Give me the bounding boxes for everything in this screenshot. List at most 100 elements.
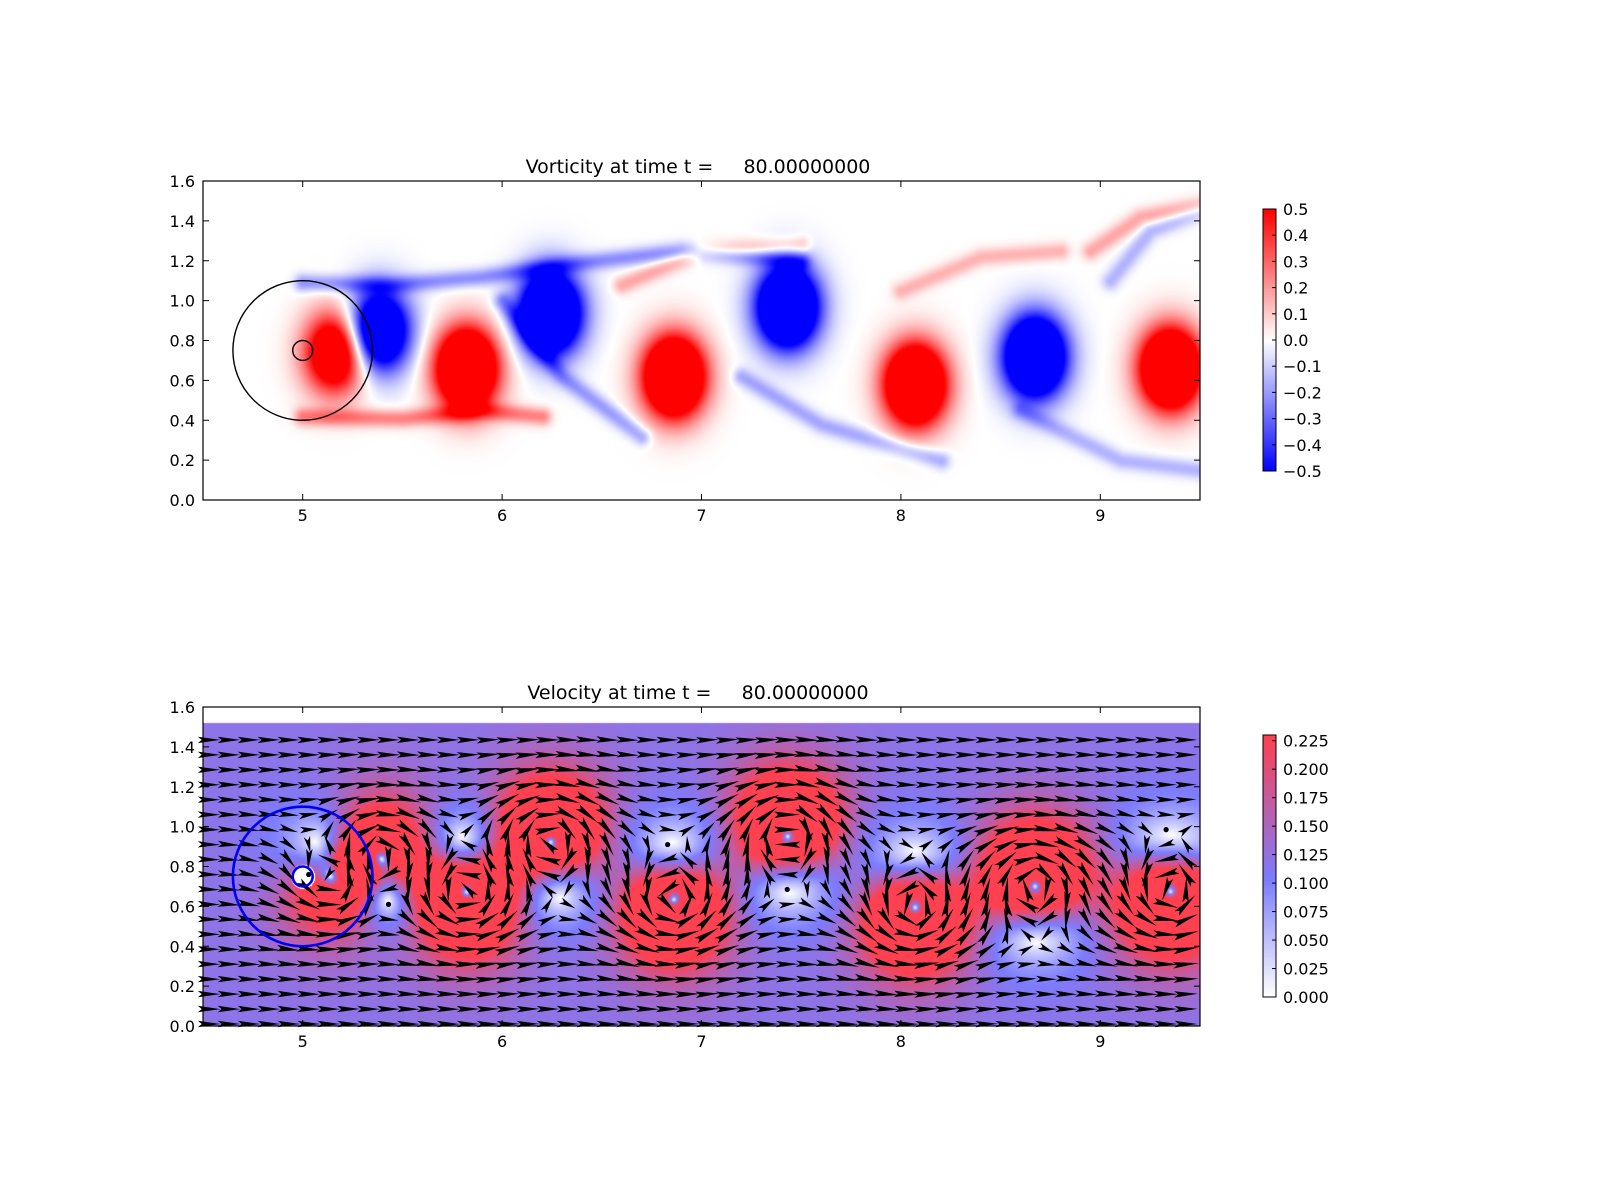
velocity-quiver-arrow [875, 751, 899, 758]
vorticity-colorbar-label: −0.3 [1283, 410, 1322, 429]
velocity-quiver-arrow [1177, 851, 1198, 871]
velocity-quiver-arrow [535, 870, 562, 882]
velocity-quiver-arrow [495, 767, 521, 776]
velocity-quiver-arrow [514, 768, 541, 775]
velocity-quiver-arrow [440, 847, 459, 871]
velocity-quiver-arrow [954, 992, 979, 999]
velocity-quiver-arrow [516, 976, 540, 984]
velocity-quiver-arrow [954, 812, 978, 820]
velocity-quiver-arrow [761, 864, 776, 886]
velocity-quiver-arrow [839, 862, 852, 885]
velocity-quiver-arrow [1036, 910, 1059, 926]
velocity-quiver-arrow [556, 990, 580, 998]
velocity-quiver-arrow [577, 817, 596, 841]
velocity-quiver-arrow [376, 945, 400, 952]
velocity-quiver-arrow [895, 866, 920, 880]
velocity-quiver-arrow [403, 846, 411, 873]
velocity-quiver-arrow [257, 838, 279, 848]
velocity-quiver-arrow [899, 852, 917, 865]
velocity-quiver-arrow [1117, 834, 1133, 854]
velocity-quiver-arrow [1094, 822, 1117, 835]
velocity-quiver-arrow [297, 797, 320, 804]
velocity-quiver-arrow [974, 977, 998, 985]
velocity-quiver-arrow [1036, 975, 1057, 983]
velocity-quiver-arrow [484, 876, 492, 903]
velocity-quiver-arrow [343, 831, 351, 858]
velocity-quiver-arrow [217, 975, 241, 983]
velocity-quiver-arrow [714, 961, 740, 970]
velocity-quiver-arrow [684, 835, 692, 854]
velocity-quiver-arrow [854, 973, 880, 982]
velocity-quiver-arrow [740, 878, 752, 902]
velocity-quiver-arrow [536, 991, 560, 998]
velocity-quiver-arrow [557, 817, 577, 840]
velocity-quiver-arrow [621, 876, 631, 902]
velocity-quiver-arrow [756, 991, 779, 998]
velocity-quiver-arrow [415, 959, 441, 967]
velocity-quiver-arrow [695, 991, 720, 998]
velocity-quiver-arrow [656, 892, 677, 914]
velocity-quiver-dot [306, 871, 312, 878]
velocity-quiver-arrow [695, 796, 719, 807]
velocity-quiver-arrow [616, 907, 637, 929]
velocity-quiver-arrow [415, 793, 440, 803]
velocity-quiver-arrow [763, 880, 771, 899]
velocity-quiver-arrow [574, 791, 600, 806]
velocity-quiver-arrow [436, 766, 460, 773]
vorticity-ticks: 5 6 7 8 9 0.0 0.2 0.4 0.6 0.8 1.0 1.2 1.4 1.6 [170, 172, 1200, 525]
velocity-quiver-arrow [759, 817, 773, 843]
velocity-quiver-arrow [935, 736, 958, 744]
velocity-quiver-arrow [1135, 795, 1157, 803]
velocity-quiver-arrow [674, 912, 699, 929]
velocity-quiver-arrow [237, 1005, 261, 1013]
velocity-quiver-arrow [317, 975, 341, 983]
velocity-quiver-arrow [817, 895, 836, 911]
velocity-quiver-arrow [396, 766, 421, 773]
velocity-quiver-arrow [995, 736, 1018, 744]
velocity-quiver-arrow [436, 1005, 460, 1013]
velocity-quiver-arrow [914, 991, 940, 998]
velocity-quiver-arrow [793, 778, 820, 788]
velocity-quiver-arrow [794, 804, 818, 823]
vorticity-colorbar-label: 0.4 [1283, 226, 1308, 245]
velocity-quiver-arrow [676, 812, 698, 821]
velocity-quiver-arrow [576, 928, 599, 938]
velocity-quiver-arrow [395, 943, 421, 953]
velocity-quiver-arrow [495, 928, 520, 944]
velocity-quiver-arrow [335, 947, 361, 954]
velocity-quiver-arrow [1014, 781, 1039, 789]
velocity-quiver-arrow [658, 825, 677, 832]
velocity-quiver-arrow [644, 848, 654, 870]
velocity-quiver-arrow [1074, 795, 1099, 802]
velocity-quiver-arrow [994, 851, 1017, 871]
velocity-quiver-arrow [596, 736, 620, 743]
velocity-quiver-arrow [823, 846, 830, 873]
velocity-quiver-arrow [1075, 751, 1098, 758]
velocity-quiver-arrow [1094, 924, 1117, 941]
velocity-quiver-arrow [1033, 796, 1060, 803]
velocity-quiver-arrow [794, 750, 821, 757]
velocity-quiver-arrow [1040, 925, 1055, 941]
velocity-quiver-arrow [1055, 1005, 1078, 1013]
velocity-quiver-arrow [554, 779, 581, 787]
velocity-quiver-arrow [1055, 975, 1077, 982]
velocity-quiver-arrow [1015, 914, 1039, 928]
velocity-quiver-arrow [834, 791, 859, 806]
velocity-quiver-arrow [375, 810, 402, 817]
velocity-quiver-arrow [974, 782, 999, 789]
velocity-quiver-arrow [237, 796, 260, 803]
velocity-quiver-arrow [676, 767, 699, 774]
velocity-quiver-arrow [581, 831, 592, 858]
velocity-quiver-arrow [1020, 928, 1036, 943]
velocity-quiver-arrow [376, 930, 400, 937]
velocity-ytick-label: 0.8 [170, 858, 195, 877]
velocity-quiver-arrow [778, 902, 796, 909]
velocity-quiver-arrow [455, 916, 482, 924]
velocity-quiver-arrow [276, 960, 301, 967]
vorticity-panel: Vorticity at time t = 80.00000000 5 6 7 8 9 0… [170, 156, 1322, 525]
velocity-quiver-arrow [616, 736, 639, 743]
velocity-quiver-arrow [873, 974, 900, 981]
velocity-quiver-arrow [1174, 895, 1196, 916]
velocity-colorbar-ticks: 0.225 0.200 0.175 0.150 0.125 0.100 0.075 0.050… [1272, 732, 1329, 1007]
velocity-quiver-arrow [738, 818, 754, 843]
